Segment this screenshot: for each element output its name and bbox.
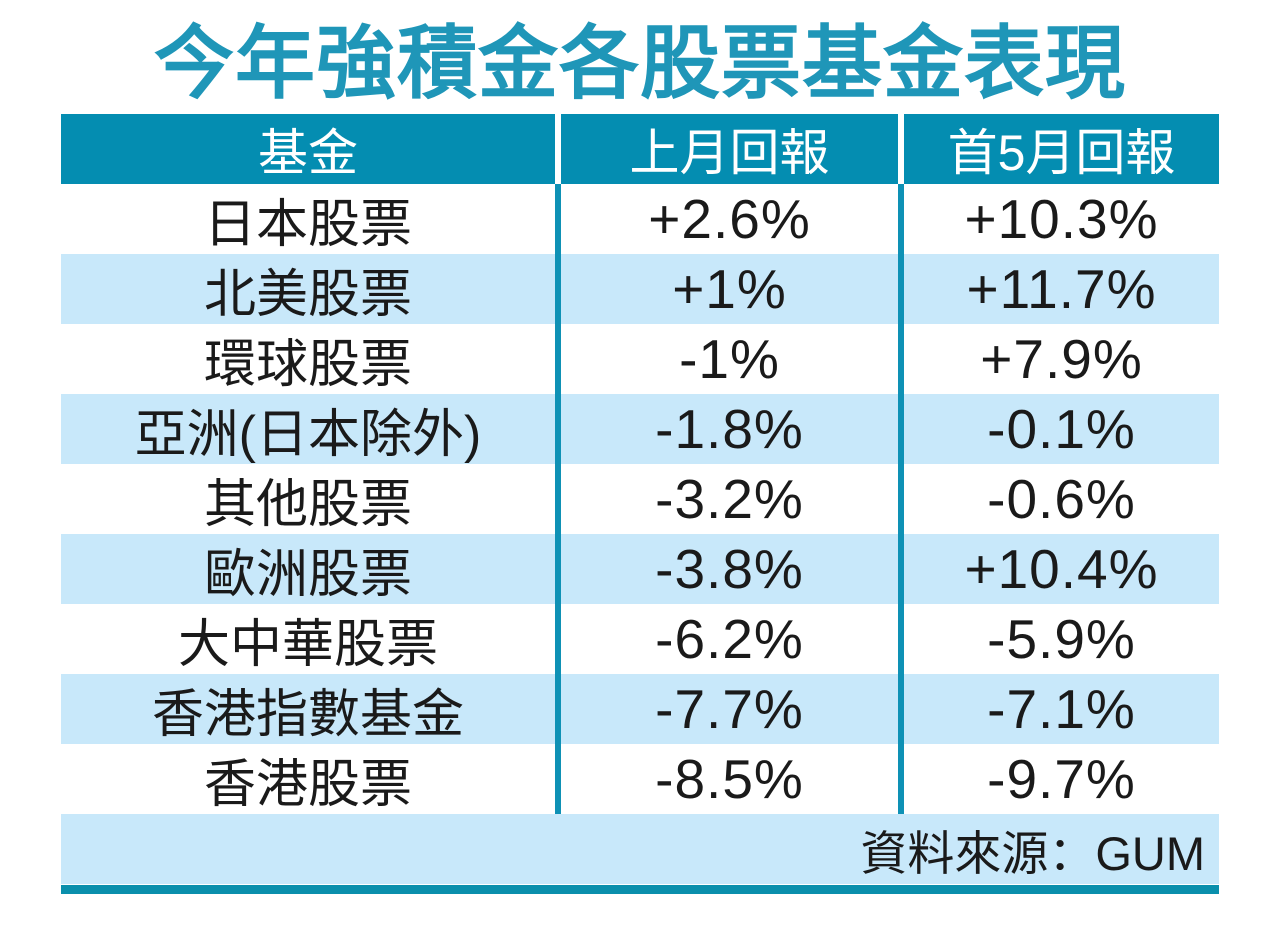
table-header-row: 基金 上月回報 首5月回報 (61, 114, 1219, 184)
table-row: 歐洲股票 -3.8% +10.4% (61, 534, 1219, 604)
first-5-months-return-cell: -9.7% (898, 744, 1219, 814)
last-month-return-cell: +2.6% (555, 184, 898, 254)
first-5-months-return-cell: +11.7% (898, 254, 1219, 324)
column-header-last-month-return: 上月回報 (555, 114, 898, 184)
last-month-return-cell: -3.8% (555, 534, 898, 604)
first-5-months-return-cell: +10.3% (898, 184, 1219, 254)
fund-name-cell: 香港股票 (203, 755, 412, 814)
column-header-first-5-months-return: 首5月回報 (898, 114, 1219, 184)
last-month-return-cell: -7.7% (555, 674, 898, 744)
first-5-months-return-cell: +7.9% (898, 324, 1219, 394)
table-row: 大中華股票 -6.2% -5.9% (61, 604, 1219, 674)
fund-name-cell: 亞洲(日本除外) (134, 405, 482, 464)
first-5-months-return-cell: -0.1% (898, 394, 1219, 464)
first-5-months-return-cell: +10.4% (898, 534, 1219, 604)
fund-name-cell: 大中華股票 (177, 615, 438, 674)
table-row: 北美股票 +1% +11.7% (61, 254, 1219, 324)
table-row: 其他股票 -3.2% -0.6% (61, 464, 1219, 534)
first-5-months-return-cell: -5.9% (898, 604, 1219, 674)
last-month-return-cell: -6.2% (555, 604, 898, 674)
source-note: 資料來源：GUM (860, 826, 1205, 880)
table-row: 香港指數基金 -7.7% -7.1% (61, 674, 1219, 744)
last-month-return-cell: +1% (555, 254, 898, 324)
fund-name-cell: 北美股票 (203, 265, 412, 324)
fund-name-cell: 環球股票 (203, 335, 412, 394)
last-month-return-cell: -1% (555, 324, 898, 394)
fund-name-cell: 日本股票 (203, 195, 412, 254)
bottom-rule (61, 885, 1219, 894)
fund-name-cell: 其他股票 (203, 475, 412, 534)
fund-name-cell: 香港指數基金 (151, 685, 464, 744)
table-row: 環球股票 -1% +7.9% (61, 324, 1219, 394)
table-row: 亞洲(日本除外) -1.8% -0.1% (61, 394, 1219, 464)
chart-title: 今年強積金各股票基金表現 (154, 19, 1126, 108)
column-header-fund: 基金 (258, 125, 358, 181)
fund-name-cell: 歐洲股票 (203, 545, 412, 604)
fund-performance-table: 基金 上月回報 首5月回報 日本股票 +2.6% +10.3% 北美股票 +1%… (61, 114, 1219, 894)
last-month-return-cell: -3.2% (555, 464, 898, 534)
first-5-months-return-cell: -0.6% (898, 464, 1219, 534)
source-row: 資料來源：GUM (61, 814, 1219, 884)
last-month-return-cell: -8.5% (555, 744, 898, 814)
last-month-return-cell: -1.8% (555, 394, 898, 464)
table-row: 日本股票 +2.6% +10.3% (61, 184, 1219, 254)
table-row: 香港股票 -8.5% -9.7% (61, 744, 1219, 814)
first-5-months-return-cell: -7.1% (898, 674, 1219, 744)
